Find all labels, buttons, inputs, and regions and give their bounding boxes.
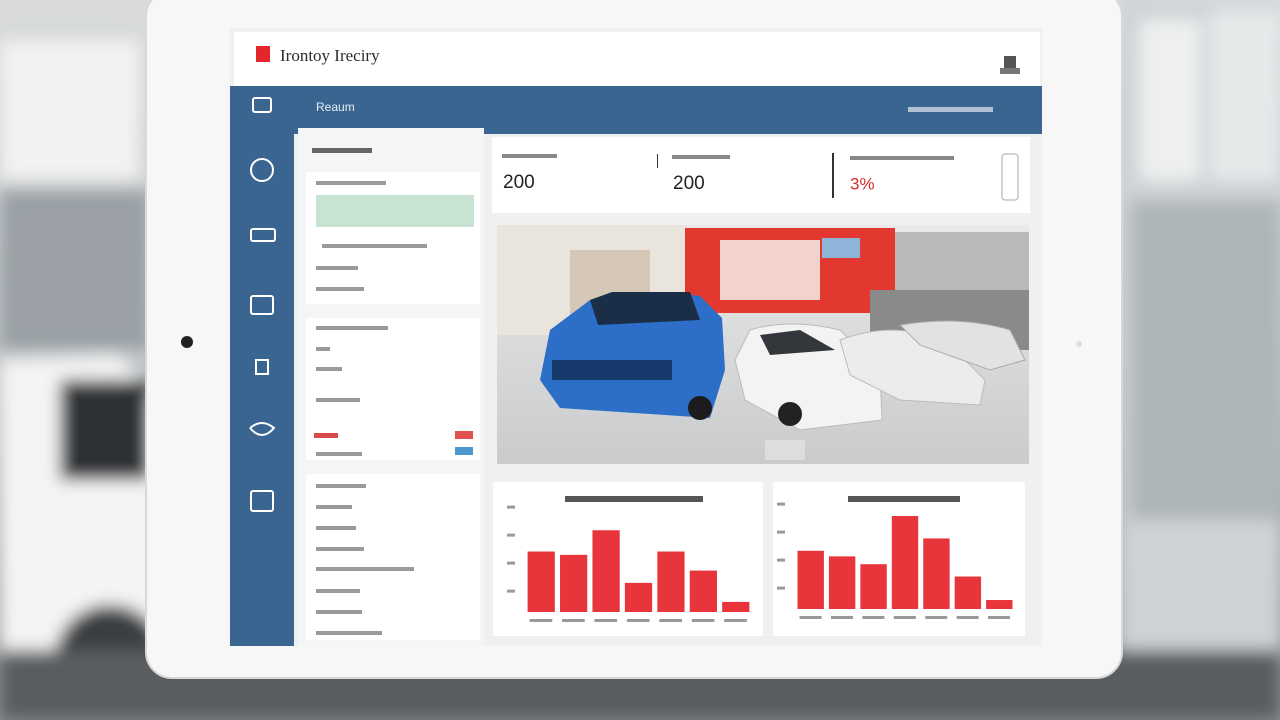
header-bar <box>234 32 1040 86</box>
showroom-image <box>497 225 1029 464</box>
nav-right <box>908 107 993 112</box>
kpi-divider <box>832 153 834 198</box>
x-tick-placeholder <box>893 616 916 619</box>
y-tick-placeholder <box>777 558 785 562</box>
charts <box>507 502 1013 622</box>
x-tick-placeholder <box>799 616 822 619</box>
nav-label[interactable]: Reaum <box>316 100 355 114</box>
header-title: Irontoy Ireciry <box>280 46 380 65</box>
bar <box>986 600 1013 609</box>
x-tick-placeholder <box>925 616 948 619</box>
y-tick-placeholder <box>777 530 785 534</box>
chart-title <box>848 496 960 502</box>
bar <box>828 556 856 609</box>
x-tick-placeholder <box>659 619 683 622</box>
y-tick-placeholder <box>777 586 785 590</box>
y-tick-placeholder <box>507 533 515 537</box>
bar <box>689 570 717 612</box>
camera <box>181 336 193 348</box>
x-tick-placeholder <box>691 619 715 622</box>
x-tick-placeholder <box>626 619 650 622</box>
x-tick-placeholder <box>956 616 979 619</box>
bar <box>860 564 887 609</box>
sensor <box>1076 341 1082 347</box>
panel-group <box>306 172 480 640</box>
sidebar <box>230 134 294 646</box>
x-tick-placeholder <box>862 616 885 619</box>
bar <box>923 538 950 609</box>
bar <box>560 554 588 612</box>
kpi-card <box>492 137 1030 213</box>
kpi-value: 3% <box>850 174 875 193</box>
x-tick-placeholder <box>562 619 585 622</box>
bar <box>954 576 982 609</box>
kpi-icon[interactable] <box>1001 153 1019 201</box>
x-tick-placeholder <box>724 619 747 622</box>
y-tick-placeholder <box>507 561 515 565</box>
sidebar-icons[interactable] <box>249 97 276 512</box>
bar <box>527 551 555 612</box>
kpi-value: 200 <box>673 173 705 194</box>
kpi-labels <box>502 154 954 160</box>
y-tick-placeholder <box>507 505 515 509</box>
user-icon[interactable] <box>1000 56 1020 74</box>
nav-bar <box>230 86 1042 134</box>
bar <box>592 530 620 612</box>
x-tick-placeholder <box>830 616 853 619</box>
bar <box>891 516 919 609</box>
y-tick-placeholder <box>507 589 515 593</box>
y-tick-placeholder <box>777 502 785 506</box>
x-tick-placeholder <box>529 619 553 622</box>
chart-title <box>565 496 703 502</box>
bar <box>797 550 824 609</box>
panel-heading <box>312 148 372 153</box>
bar <box>657 551 685 612</box>
x-tick-placeholder <box>988 616 1011 619</box>
kpi-value: 200 <box>503 172 535 193</box>
logo <box>256 46 270 62</box>
bar <box>722 601 750 612</box>
x-tick-placeholder <box>594 619 618 622</box>
kpi-divider <box>657 154 658 168</box>
bar <box>624 582 653 612</box>
